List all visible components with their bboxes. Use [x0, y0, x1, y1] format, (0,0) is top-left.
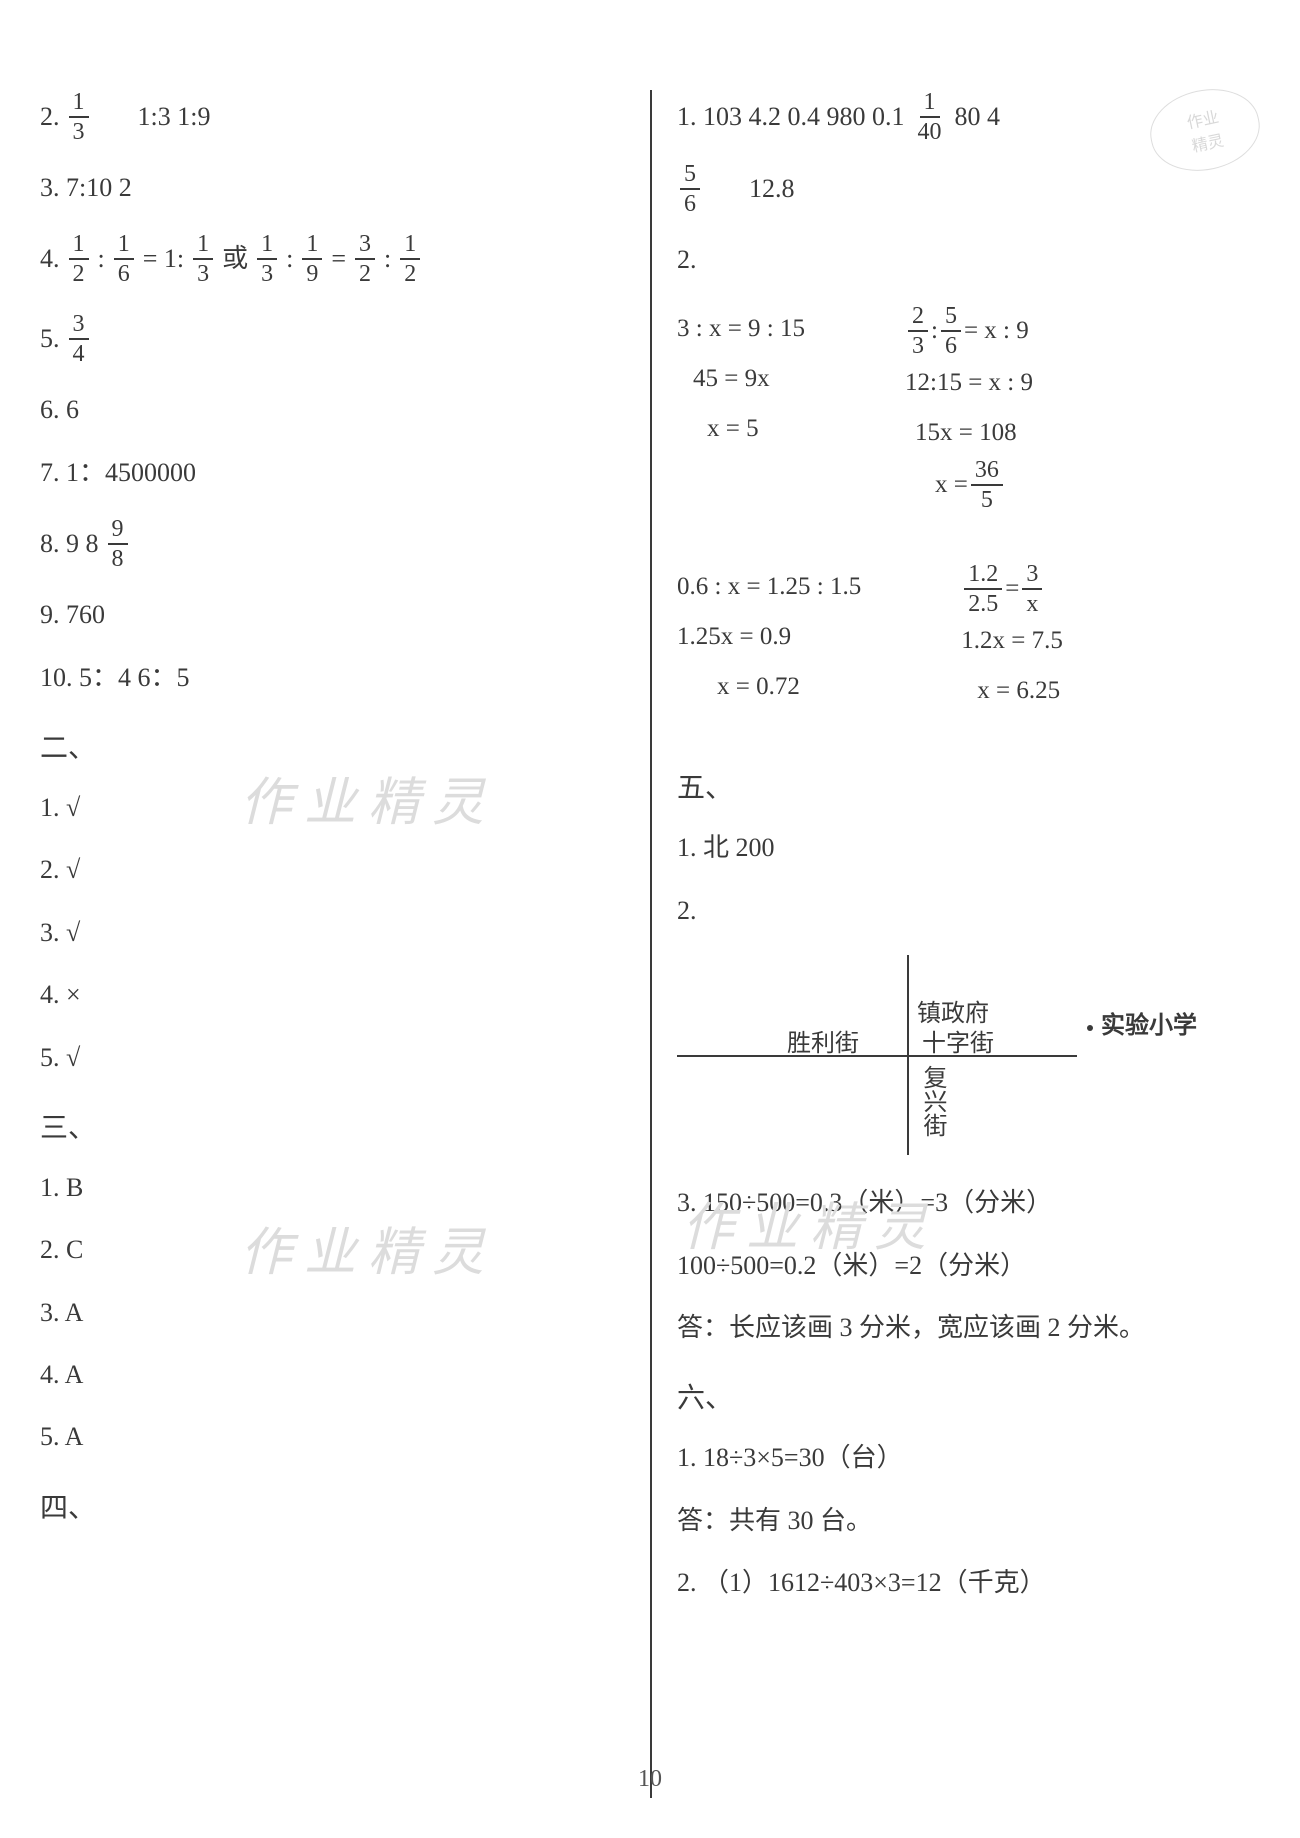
eq-row: 3 : x = 9 : 15: [677, 304, 805, 354]
left-item-2: 2. 13 1:3 1:9: [40, 90, 625, 144]
sec2-item: 5. √: [40, 1040, 625, 1076]
eq-row: 12:15 = x : 9: [905, 358, 1033, 408]
section-2-header: 二、: [40, 726, 625, 766]
left-item-7: 7. 1：4500000: [40, 455, 625, 491]
fraction: 19: [302, 232, 322, 286]
sec5-item-3a: 3. 150÷500=0.3（米）=3（分米）: [677, 1185, 1260, 1221]
sec3-item: 5. A: [40, 1419, 625, 1455]
left-item-6: 6. 6: [40, 392, 625, 428]
eq-row: 1.2x = 7.5: [961, 616, 1063, 666]
sec6-item-1: 1. 18÷3×5=30（台）: [677, 1440, 1260, 1476]
sec3-item: 3. A: [40, 1295, 625, 1331]
text: 2.: [40, 99, 60, 135]
text: 5.: [40, 321, 60, 357]
fraction: 13: [69, 90, 89, 144]
fraction: 16: [114, 232, 134, 286]
fraction: 12: [69, 232, 89, 286]
sec2-item: 1. √: [40, 790, 625, 826]
text: 80 4: [955, 99, 1001, 135]
text: 1:3 1:9: [138, 99, 211, 135]
right-top-1: 1. 103 4.2 0.4 980 0.1 140 80 4: [677, 90, 1260, 144]
equation-pair-2: 0.6 : x = 1.25 : 1.5 1.25x = 0.9 x = 0.7…: [677, 562, 1260, 716]
eq-row: 0.6 : x = 1.25 : 1.5: [677, 562, 861, 612]
eq-right: 1.22.5 = 3x 1.2x = 7.5 x = 6.25: [961, 562, 1063, 716]
eq-row: 15x = 108: [905, 408, 1033, 458]
eq-row: 1.25x = 0.9: [677, 612, 861, 662]
sec5-item-2: 2.: [677, 893, 1260, 929]
sec6-item-2: 2. （1）1612÷403×3=12（千克）: [677, 1565, 1260, 1601]
horizontal-line: [677, 1055, 1077, 1057]
diagram-label-midright: 十字街: [922, 1023, 994, 1058]
fraction: 34: [69, 312, 89, 366]
left-item-4: 4. 12 : 16 = 1: 13 或 13 : 19 = 32 : 12: [40, 232, 625, 286]
text: 8. 9 8: [40, 526, 99, 562]
left-item-3: 3. 7:10 2: [40, 170, 625, 206]
fraction: 56: [680, 162, 700, 216]
fraction: 13: [193, 232, 213, 286]
map-diagram: 镇政府 实验小学 胜利街 十字街 复兴街: [677, 955, 1197, 1155]
eq-row: x = 365: [905, 458, 1033, 512]
text: 4.: [40, 241, 60, 277]
eq-left: 3 : x = 9 : 15 45 = 9x x = 5: [677, 304, 805, 512]
sec2-item: 4. ×: [40, 977, 625, 1013]
diagram-label-right: 实验小学: [1087, 1005, 1197, 1040]
section-4-header: 四、: [40, 1486, 625, 1526]
right-top-2: 56 12.8: [677, 162, 1260, 216]
text: 1. 103 4.2 0.4 980 0.1: [677, 99, 905, 135]
eq-right: 23 : 56 = x : 9 12:15 = x : 9 15x = 108 …: [905, 304, 1033, 512]
text: 12.8: [749, 171, 795, 207]
sec2-item: 2. √: [40, 852, 625, 888]
fraction: 12: [400, 232, 420, 286]
eq-row: x = 6.25: [961, 666, 1063, 716]
eq-left: 0.6 : x = 1.25 : 1.5 1.25x = 0.9 x = 0.7…: [677, 562, 861, 716]
fraction: 32: [355, 232, 375, 286]
eq-row: x = 5: [677, 404, 805, 454]
section-6-header: 六、: [677, 1376, 1260, 1416]
sec3-item: 4. A: [40, 1357, 625, 1393]
left-item-9: 9. 760: [40, 597, 625, 633]
equation-pair-1: 3 : x = 9 : 15 45 = 9x x = 5 23 : 56 = x…: [677, 304, 1260, 512]
right-column: 1. 103 4.2 0.4 980 0.1 140 80 4 56 12.8 …: [650, 90, 1260, 1798]
eq-row: 1.22.5 = 3x: [961, 562, 1063, 616]
sec5-item-1: 1. 北 200: [677, 830, 1260, 866]
left-column: 2. 13 1:3 1:9 3. 7:10 2 4. 12 : 16 = 1: …: [40, 90, 650, 1798]
sec6-answer: 答：共有 30 台。: [677, 1503, 1260, 1539]
diagram-label-left: 胜利街: [787, 1023, 859, 1058]
section-3-header: 三、: [40, 1106, 625, 1146]
left-item-10: 10. 5：4 6：5: [40, 660, 625, 696]
fraction: 13: [257, 232, 277, 286]
sec3-item: 2. C: [40, 1232, 625, 1268]
sec5-item-3b: 100÷500=0.2（米）=2（分米）: [677, 1248, 1260, 1284]
right-top-3: 2.: [677, 242, 1260, 278]
eq-row: 45 = 9x: [677, 354, 805, 404]
sec3-item: 1. B: [40, 1170, 625, 1206]
left-item-5: 5. 34: [40, 312, 625, 366]
left-item-8: 8. 9 8 98: [40, 517, 625, 571]
fraction: 98: [108, 517, 128, 571]
sec2-item: 3. √: [40, 915, 625, 951]
fraction: 140: [914, 90, 946, 144]
eq-row: x = 0.72: [677, 662, 861, 712]
sec5-answer: 答：长应该画 3 分米，宽应该画 2 分米。: [677, 1310, 1260, 1346]
section-5-header: 五、: [677, 766, 1260, 806]
page-number: 10: [638, 1766, 662, 1793]
page-container: 2. 13 1:3 1:9 3. 7:10 2 4. 12 : 16 = 1: …: [0, 0, 1300, 1838]
vertical-line: [907, 955, 909, 1155]
diagram-label-bottom: 复兴街: [915, 1065, 950, 1137]
eq-row: 23 : 56 = x : 9: [905, 304, 1033, 358]
